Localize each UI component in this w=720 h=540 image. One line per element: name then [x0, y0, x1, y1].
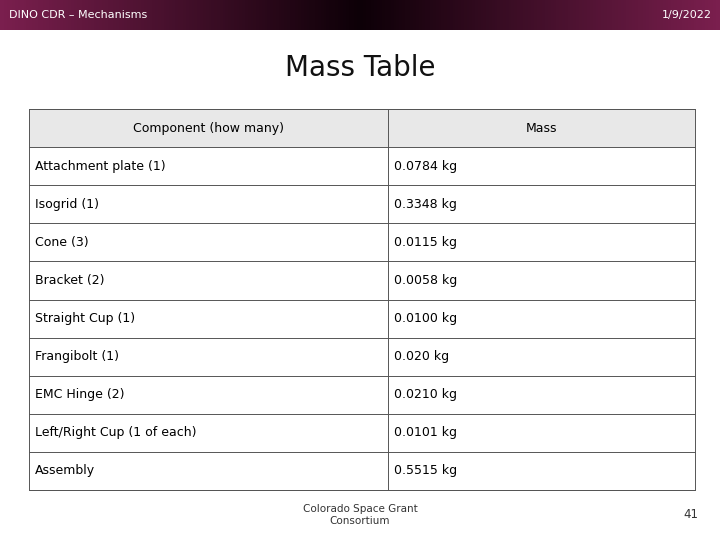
Text: 0.3348 kg: 0.3348 kg [395, 198, 457, 211]
Text: Mass: Mass [526, 122, 557, 134]
Text: EMC Hinge (2): EMC Hinge (2) [35, 388, 124, 401]
Text: 0.0210 kg: 0.0210 kg [395, 388, 457, 401]
Text: Isogrid (1): Isogrid (1) [35, 198, 99, 211]
Text: 41: 41 [683, 509, 698, 522]
Text: Attachment plate (1): Attachment plate (1) [35, 160, 165, 173]
Text: 0.0058 kg: 0.0058 kg [395, 274, 457, 287]
Text: 0.0115 kg: 0.0115 kg [395, 236, 457, 249]
Text: Straight Cup (1): Straight Cup (1) [35, 312, 135, 325]
Text: Left/Right Cup (1 of each): Left/Right Cup (1 of each) [35, 427, 196, 440]
Text: Component (how many): Component (how many) [133, 122, 284, 134]
Text: 0.0784 kg: 0.0784 kg [395, 160, 457, 173]
Text: Mass Table: Mass Table [284, 53, 436, 82]
Text: 0.0101 kg: 0.0101 kg [395, 427, 457, 440]
Text: 0.020 kg: 0.020 kg [395, 350, 449, 363]
Text: Frangibolt (1): Frangibolt (1) [35, 350, 119, 363]
Text: Colorado Space Grant
Consortium: Colorado Space Grant Consortium [302, 504, 418, 526]
Bar [29, 109, 695, 147]
Bar [29, 109, 695, 490]
Text: Cone (3): Cone (3) [35, 236, 88, 249]
Text: 0.5515 kg: 0.5515 kg [395, 464, 457, 477]
Text: 1/9/2022: 1/9/2022 [662, 10, 711, 20]
Text: Bracket (2): Bracket (2) [35, 274, 104, 287]
Text: 0.0100 kg: 0.0100 kg [395, 312, 457, 325]
Text: Assembly: Assembly [35, 464, 95, 477]
Text: DINO CDR – Mechanisms: DINO CDR – Mechanisms [9, 10, 147, 20]
